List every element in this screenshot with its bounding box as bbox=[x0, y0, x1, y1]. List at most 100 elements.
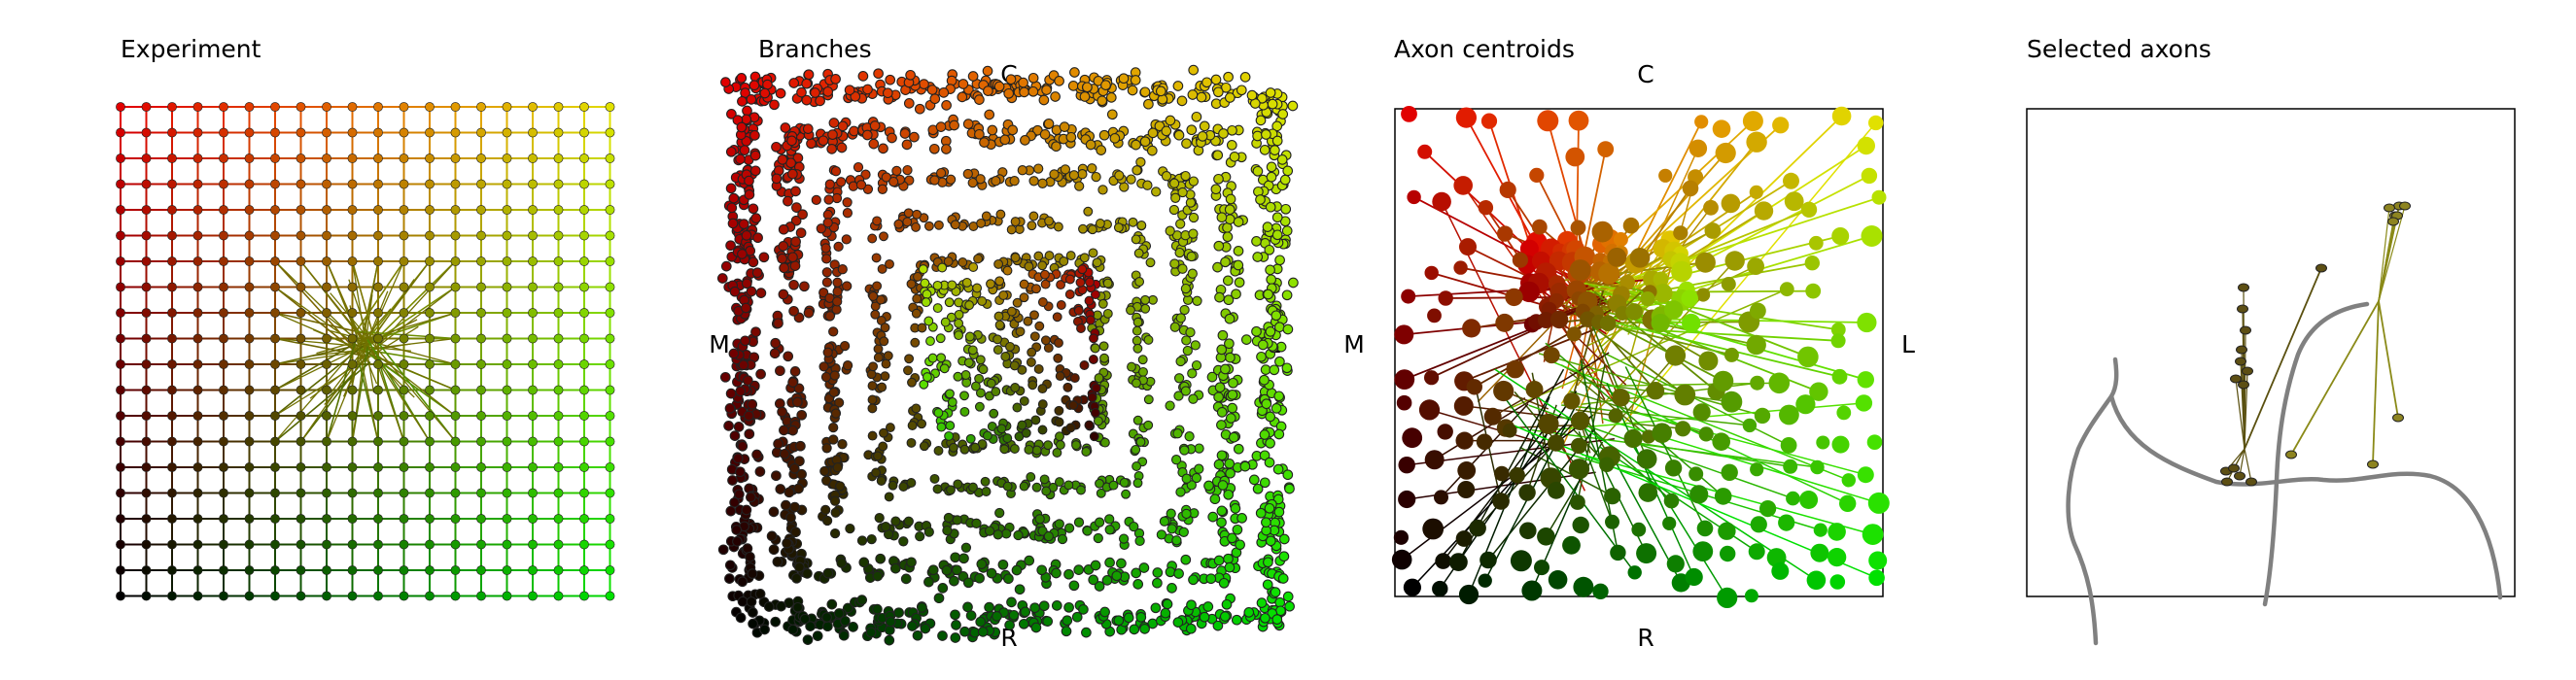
branch-point-core bbox=[978, 364, 989, 375]
branch-point-mid bbox=[1175, 487, 1186, 497]
branch-point-outer bbox=[1252, 483, 1264, 494]
axon-centroid bbox=[1806, 570, 1827, 591]
branch-point-outer bbox=[1118, 73, 1130, 85]
branch-point-outer bbox=[735, 153, 746, 165]
grid-node bbox=[167, 230, 177, 241]
grid-node bbox=[553, 127, 564, 138]
axon-centroid bbox=[1599, 457, 1615, 473]
branch-point-core bbox=[975, 355, 986, 365]
branch-point-mid bbox=[891, 165, 902, 177]
branch-point-mid bbox=[1013, 529, 1024, 541]
branch-point-outer bbox=[726, 109, 737, 119]
branch-point-outer bbox=[1282, 165, 1294, 177]
branch-point-core bbox=[975, 388, 986, 398]
grid-node bbox=[322, 282, 331, 292]
grid-node bbox=[141, 256, 152, 266]
branch-point-outer bbox=[732, 536, 743, 547]
branch-point-mid bbox=[1213, 173, 1224, 185]
branch-point-mid bbox=[787, 168, 798, 180]
grid-node bbox=[605, 333, 615, 344]
branch-point-outer bbox=[743, 410, 754, 422]
branch-point-core bbox=[1034, 321, 1045, 331]
branch-point-mid bbox=[836, 142, 848, 153]
grid-node bbox=[476, 591, 486, 601]
branch-point-mid bbox=[1214, 382, 1226, 393]
branch-point-mid bbox=[1165, 566, 1176, 578]
branch-point-outer bbox=[951, 620, 961, 630]
branch-point-outer bbox=[752, 232, 763, 244]
branch-point-mid bbox=[999, 134, 1011, 146]
cross-connection bbox=[274, 312, 369, 335]
branch-point-mid bbox=[1001, 528, 1012, 539]
grid-node bbox=[605, 411, 615, 421]
branch-point-outer bbox=[751, 267, 763, 279]
branch-point-inner bbox=[1131, 444, 1141, 455]
grid-node bbox=[502, 488, 512, 498]
branch-point-inner bbox=[1031, 482, 1042, 493]
branch-point-outer bbox=[1051, 600, 1062, 611]
grid-node bbox=[116, 333, 125, 344]
axon-centroid bbox=[1653, 271, 1669, 288]
branch-point-outer bbox=[1276, 154, 1288, 165]
branch-point-mid bbox=[1227, 532, 1237, 544]
branch-point-outer bbox=[1271, 120, 1283, 132]
branch-point-inner bbox=[1002, 481, 1013, 492]
grid-node bbox=[219, 488, 228, 498]
branch-point-core bbox=[947, 397, 957, 407]
branch-point-inner bbox=[1083, 206, 1094, 217]
branch-point-outer bbox=[933, 593, 945, 604]
branch-point-mid bbox=[822, 218, 833, 228]
centroids-label-right: L bbox=[1901, 330, 1915, 358]
branch-point-outer bbox=[1176, 95, 1188, 107]
branch-point-outer bbox=[992, 611, 1002, 622]
branch-point-core bbox=[936, 422, 947, 432]
cross-connection bbox=[274, 342, 367, 365]
branch-point-mid bbox=[1037, 178, 1048, 188]
branch-point-outer bbox=[716, 273, 728, 284]
centroid-link bbox=[1477, 256, 1618, 403]
branch-point-mid bbox=[822, 567, 834, 579]
branch-point-inner bbox=[868, 361, 879, 372]
experiment-grid bbox=[116, 102, 615, 601]
branch-point-mid bbox=[842, 281, 853, 291]
branch-point-mid bbox=[1197, 131, 1208, 142]
branch-point-mid bbox=[783, 351, 794, 362]
axon-centroid bbox=[1724, 251, 1745, 271]
branch-point-inner bbox=[885, 258, 894, 269]
branch-point-core bbox=[1073, 305, 1084, 316]
grid-node bbox=[296, 333, 306, 344]
branch-point-outer bbox=[746, 286, 757, 297]
grid-node bbox=[116, 256, 125, 266]
grid-node bbox=[167, 282, 177, 292]
branch-point-outer bbox=[1256, 597, 1268, 608]
branch-point-outer bbox=[1252, 252, 1264, 262]
grid-node bbox=[399, 591, 409, 601]
branch-point-outer bbox=[739, 145, 750, 155]
axon-centroid bbox=[1783, 172, 1799, 189]
grid-node bbox=[450, 565, 461, 575]
branch-point-core bbox=[1002, 265, 1013, 276]
grid-node bbox=[116, 488, 125, 498]
branch-point-core bbox=[1012, 297, 1023, 308]
branch-point-core bbox=[1064, 289, 1075, 299]
grid-node bbox=[502, 282, 512, 292]
grid-node bbox=[476, 333, 486, 344]
grid-node bbox=[141, 565, 152, 575]
branch-point-outer bbox=[984, 601, 994, 613]
branch-point-inner bbox=[1132, 415, 1143, 425]
axon-centroid bbox=[1519, 239, 1539, 258]
axon-centroid bbox=[1483, 407, 1502, 425]
branch-point-inner bbox=[1028, 211, 1039, 221]
grid-node bbox=[347, 436, 358, 447]
branch-point-outer bbox=[737, 96, 748, 107]
grid-node bbox=[373, 488, 383, 498]
grid-node bbox=[425, 514, 435, 524]
axon-centroid bbox=[1797, 346, 1819, 368]
branch-point-outer bbox=[1282, 323, 1294, 335]
branch-point-outer bbox=[1277, 573, 1289, 584]
grid-node bbox=[399, 333, 409, 344]
branch-point-outer bbox=[905, 69, 916, 81]
grid-node bbox=[296, 539, 306, 550]
branch-point-mid bbox=[1224, 561, 1236, 573]
grid-node bbox=[296, 179, 306, 189]
